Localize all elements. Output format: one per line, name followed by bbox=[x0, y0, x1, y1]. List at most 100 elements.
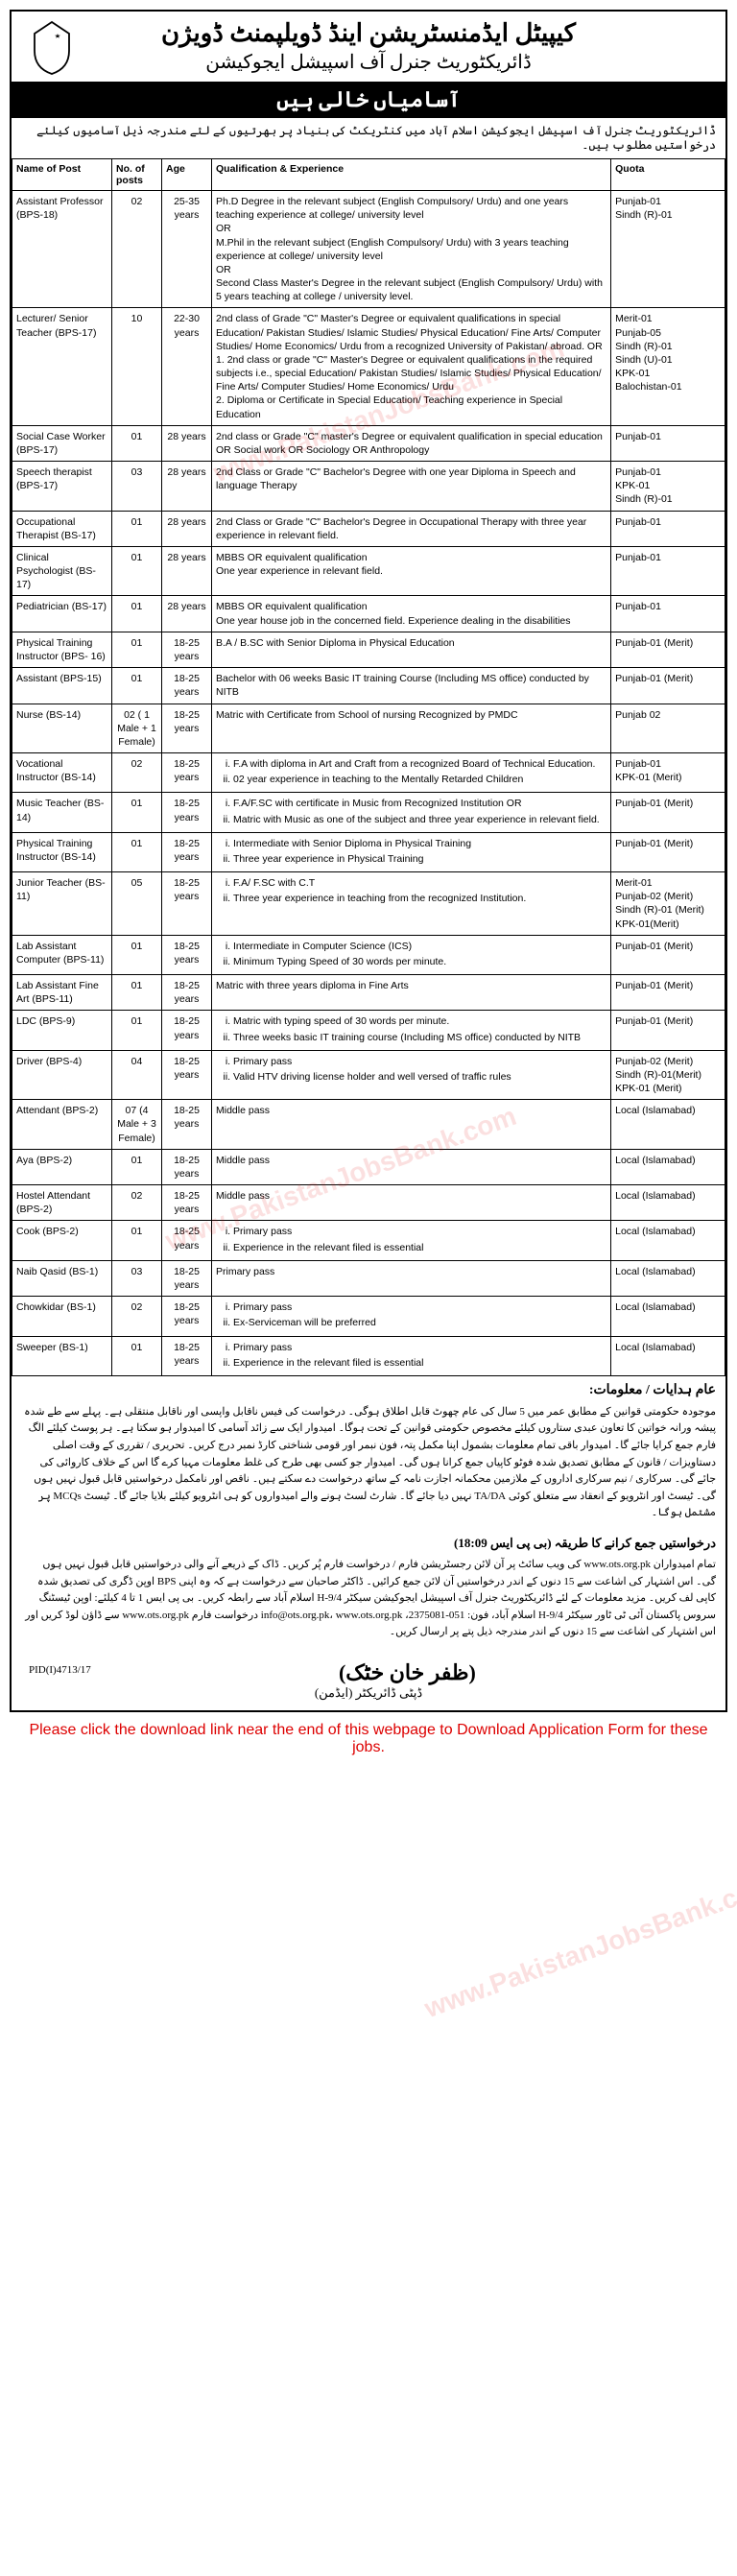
qual-item: Minimum Typing Speed of 30 words per min… bbox=[233, 955, 606, 968]
cell-qualification: Primary passExperience in the relevant f… bbox=[212, 1221, 611, 1260]
cell-age: 28 years bbox=[162, 425, 212, 461]
table-row: Assistant (BPS-15)0118-25 yearsBachelor … bbox=[12, 668, 725, 704]
cell-post-name: Social Case Worker (BPS-17) bbox=[12, 425, 112, 461]
cell-qualification: Matric with three years diploma in Fine … bbox=[212, 975, 611, 1011]
download-note: Please click the download link near the … bbox=[10, 1712, 727, 1766]
cell-age: 18-25 years bbox=[162, 832, 212, 871]
table-row: Speech therapist (BPS-17)0328 years2nd C… bbox=[12, 462, 725, 512]
cell-age: 18-25 years bbox=[162, 1336, 212, 1375]
cell-post-name: Sweeper (BS-1) bbox=[12, 1336, 112, 1375]
cell-qualification: Intermediate in Computer Science (ICS)Mi… bbox=[212, 935, 611, 974]
cell-no-of-posts: 02 bbox=[112, 191, 162, 308]
cell-quota: Local (Islamabad) bbox=[611, 1260, 725, 1296]
cell-post-name: Nurse (BS-14) bbox=[12, 704, 112, 753]
qual-item: Three year experience in teaching from t… bbox=[233, 892, 606, 905]
cell-quota: Punjab-01 (Merit) bbox=[611, 832, 725, 871]
cell-quota: Local (Islamabad) bbox=[611, 1149, 725, 1184]
cell-post-name: Driver (BPS-4) bbox=[12, 1050, 112, 1100]
cell-post-name: Lab Assistant Computer (BPS-11) bbox=[12, 935, 112, 974]
col-header-quota: Quota bbox=[611, 159, 725, 191]
table-row: Attendant (BPS-2)07 (4 Male + 3 Female)1… bbox=[12, 1100, 725, 1150]
table-row: Driver (BPS-4)0418-25 yearsPrimary passV… bbox=[12, 1050, 725, 1100]
cell-no-of-posts: 01 bbox=[112, 1221, 162, 1260]
cell-post-name: Clinical Psychologist (BS-17) bbox=[12, 546, 112, 596]
cell-quota: Punjab-01 bbox=[611, 511, 725, 546]
cell-post-name: Physical Training Instructor (BPS- 16) bbox=[12, 632, 112, 667]
cell-quota: Punjab-01 bbox=[611, 425, 725, 461]
cell-no-of-posts: 02 bbox=[112, 753, 162, 793]
col-header-name: Name of Post bbox=[12, 159, 112, 191]
qual-item: Intermediate with Senior Diploma in Phys… bbox=[233, 837, 606, 850]
cell-no-of-posts: 01 bbox=[112, 632, 162, 667]
cell-quota: Punjab-01 (Merit) bbox=[611, 975, 725, 1011]
table-row: Occupational Therapist (BS-17)0128 years… bbox=[12, 511, 725, 546]
qual-item: Experience in the relevant filed is esse… bbox=[233, 1241, 606, 1254]
cell-no-of-posts: 01 bbox=[112, 832, 162, 871]
cell-qualification: Ph.D Degree in the relevant subject (Eng… bbox=[212, 191, 611, 308]
cell-age: 22-30 years bbox=[162, 308, 212, 425]
table-row: Nurse (BS-14)02 ( 1 Male + 1 Female)18-2… bbox=[12, 704, 725, 753]
instructions-subhead: درخواستیں جمع کرانے کا طریقہ (بی پی ایس … bbox=[12, 1532, 725, 1553]
qual-item: Three weeks basic IT training course (In… bbox=[233, 1031, 606, 1044]
cell-age: 28 years bbox=[162, 596, 212, 632]
cell-quota: Punjab-01 (Merit) bbox=[611, 668, 725, 704]
qual-item: Primary pass bbox=[233, 1055, 606, 1068]
vacancy-banner: آسامیاں خالی ہیں bbox=[12, 82, 725, 118]
signatory-name: (ظفر خان خٹک) bbox=[21, 1660, 716, 1685]
cell-age: 28 years bbox=[162, 511, 212, 546]
cell-no-of-posts: 07 (4 Male + 3 Female) bbox=[112, 1100, 162, 1150]
org-title-main: کیپیٹل ایڈمنسٹریشن اینڈ ڈویلپمنٹ ڈویژن bbox=[19, 19, 718, 48]
header: کیپیٹل ایڈمنسٹریشن اینڈ ڈویلپمنٹ ڈویژن ڈ… bbox=[12, 12, 725, 82]
cell-no-of-posts: 01 bbox=[112, 546, 162, 596]
cell-post-name: Cook (BPS-2) bbox=[12, 1221, 112, 1260]
cell-post-name: LDC (BPS-9) bbox=[12, 1011, 112, 1050]
cell-post-name: Physical Training Instructor (BS-14) bbox=[12, 832, 112, 871]
cell-age: 18-25 years bbox=[162, 1100, 212, 1150]
cell-quota: Punjab-01 (Merit) bbox=[611, 935, 725, 974]
cell-qualification: Intermediate with Senior Diploma in Phys… bbox=[212, 832, 611, 871]
table-row: Hostel Attendant (BPS-2)0218-25 yearsMid… bbox=[12, 1185, 725, 1221]
table-row: Clinical Psychologist (BS-17)0128 yearsM… bbox=[12, 546, 725, 596]
cell-qualification: Bachelor with 06 weeks Basic IT training… bbox=[212, 668, 611, 704]
col-header-qual: Qualification & Experience bbox=[212, 159, 611, 191]
org-title-sub: ڈائریکٹوریٹ جنرل آف اسپیشل ایجوکیشن bbox=[19, 50, 718, 74]
table-row: Physical Training Instructor (BPS- 16)01… bbox=[12, 632, 725, 667]
qual-item: Primary pass bbox=[233, 1341, 606, 1354]
cell-qualification: B.A / B.SC with Senior Diploma in Physic… bbox=[212, 632, 611, 667]
cell-no-of-posts: 03 bbox=[112, 1260, 162, 1296]
cell-age: 18-25 years bbox=[162, 632, 212, 667]
qual-item: Experience in the relevant filed is esse… bbox=[233, 1356, 606, 1370]
table-row: Pediatrician (BS-17)0128 yearsMBBS OR eq… bbox=[12, 596, 725, 632]
cell-no-of-posts: 01 bbox=[112, 425, 162, 461]
cell-quota: Punjab 02 bbox=[611, 704, 725, 753]
qual-item: F.A with diploma in Art and Craft from a… bbox=[233, 757, 606, 771]
cell-qualification: Middle pass bbox=[212, 1100, 611, 1150]
cell-no-of-posts: 01 bbox=[112, 596, 162, 632]
cell-no-of-posts: 04 bbox=[112, 1050, 162, 1100]
govt-emblem-icon bbox=[23, 19, 81, 77]
cell-age: 18-25 years bbox=[162, 935, 212, 974]
cell-qualification: Middle pass bbox=[212, 1149, 611, 1184]
cell-quota: Local (Islamabad) bbox=[611, 1336, 725, 1375]
cell-quota: Punjab-01 (Merit) bbox=[611, 793, 725, 832]
cell-qualification: Primary pass Experience in the relevant f… bbox=[212, 1336, 611, 1375]
cell-quota: Local (Islamabad) bbox=[611, 1185, 725, 1221]
cell-age: 18-25 years bbox=[162, 668, 212, 704]
cell-age: 28 years bbox=[162, 546, 212, 596]
cell-post-name: Occupational Therapist (BS-17) bbox=[12, 511, 112, 546]
cell-post-name: Junior Teacher (BS-11) bbox=[12, 872, 112, 936]
cell-post-name: Music Teacher (BS-14) bbox=[12, 793, 112, 832]
cell-qualification: F.A with diploma in Art and Craft from a… bbox=[212, 753, 611, 793]
instructions-body-2: تمام امیدواران www.ots.org.pk کی ویب سائ… bbox=[12, 1553, 725, 1651]
cell-no-of-posts: 05 bbox=[112, 872, 162, 936]
cell-age: 18-25 years bbox=[162, 872, 212, 936]
cell-no-of-posts: 01 bbox=[112, 793, 162, 832]
cell-quota: Punjab-01 bbox=[611, 546, 725, 596]
cell-post-name: Speech therapist (BPS-17) bbox=[12, 462, 112, 512]
qual-item: 02 year experience in teaching to the Me… bbox=[233, 773, 606, 786]
cell-qualification: Matric with typing speed of 30 words per… bbox=[212, 1011, 611, 1050]
cell-no-of-posts: 02 bbox=[112, 1185, 162, 1221]
table-row: Social Case Worker (BPS-17)0128 years2nd… bbox=[12, 425, 725, 461]
cell-age: 18-25 years bbox=[162, 753, 212, 793]
cell-quota: Local (Islamabad) bbox=[611, 1100, 725, 1150]
